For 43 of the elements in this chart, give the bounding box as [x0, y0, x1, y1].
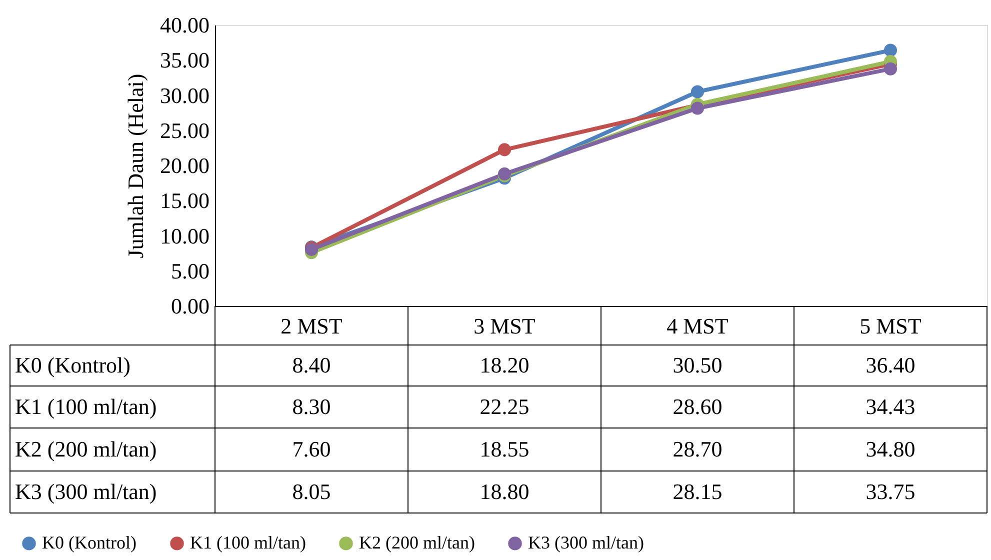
data-label: 18.55 [480, 436, 530, 462]
data-label: 7.60 [292, 436, 331, 462]
point [690, 85, 704, 98]
text: K3 (300 ml/tan) [15, 479, 157, 504]
data-label: 18.80 [480, 479, 530, 504]
y-tick-label: 40.00 [160, 12, 210, 38]
x-tick-label: 3 MST [474, 314, 536, 338]
legend-label: K1 (100 ml/tan) [190, 532, 306, 552]
data-label: 28.15 [672, 479, 722, 504]
text: K2 (200 ml/tan) [15, 436, 157, 462]
data-label: 34.43 [866, 394, 916, 419]
y-tick-label: 30.00 [160, 82, 210, 108]
legend-label: K3 (300 ml/tan) [528, 532, 644, 552]
text: K1 (100 ml/tan) [15, 394, 157, 419]
x-tick-label: 4 MST [666, 314, 729, 338]
data-label: 28.60 [672, 394, 722, 419]
point [884, 44, 898, 57]
x-tick-label: 2 MST [280, 314, 343, 338]
data-label: 8.30 [292, 394, 331, 419]
legend-label: K2 (200 ml/tan) [359, 532, 475, 552]
data-label: 18.20 [480, 352, 530, 378]
y-tick-label: 10.00 [160, 223, 210, 248]
point [690, 102, 704, 115]
data-label: 33.75 [866, 479, 916, 504]
y-tick-label: 5.00 [171, 258, 210, 284]
y-tick-label: 25.00 [160, 118, 210, 143]
data-label: 34.80 [866, 436, 916, 462]
y-tick-label: 35.00 [160, 48, 210, 73]
point [498, 143, 512, 156]
y-tick-label: 20.00 [160, 153, 210, 178]
y-tick-label: 15.00 [160, 188, 210, 214]
data-label: 8.40 [292, 352, 331, 378]
point [884, 62, 898, 76]
y-axis-title: Jumlah Daun (Helai) [123, 74, 148, 258]
data-label: 36.40 [866, 352, 916, 378]
text: K0 (Kontrol) [15, 352, 130, 378]
data-label: 28.70 [672, 436, 722, 462]
data-label: 8.05 [292, 479, 331, 504]
data-label: 22.25 [480, 394, 530, 419]
y-tick-label: 0.00 [171, 294, 210, 318]
x-tick-label: 5 MST [860, 314, 922, 338]
legend-label: K0 (Kontrol) [42, 532, 136, 552]
data-label: 30.50 [672, 352, 722, 378]
